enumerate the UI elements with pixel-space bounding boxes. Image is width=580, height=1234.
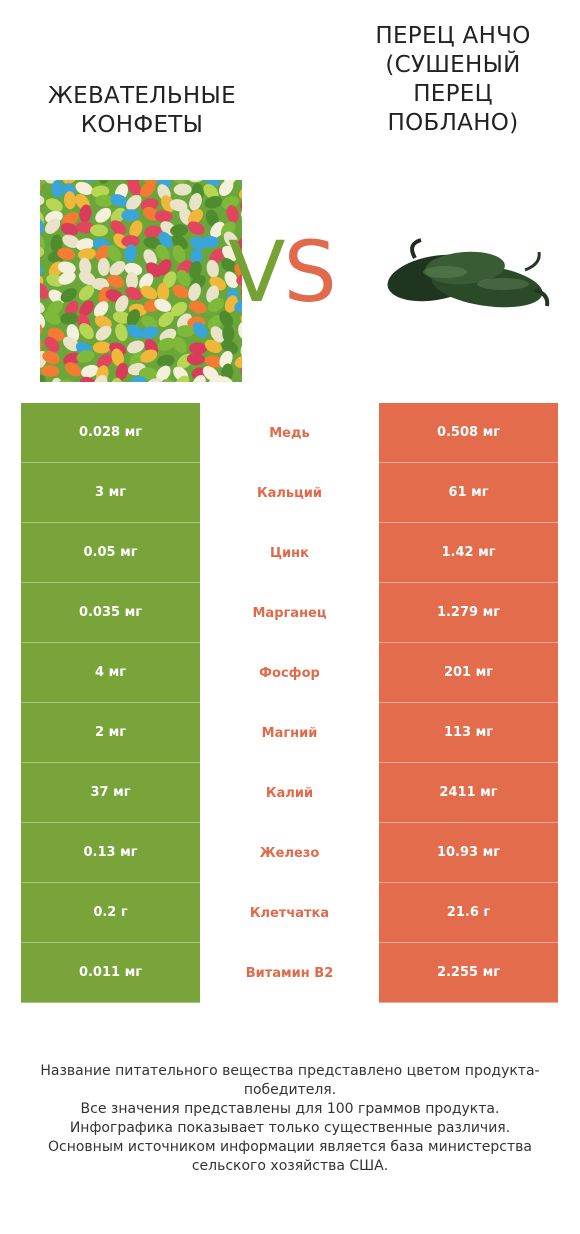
left-value: 0.2 г [21, 883, 200, 943]
jelly-beans-image [40, 180, 242, 382]
left-value: 37 мг [21, 763, 200, 823]
ancho-pepper-image [375, 228, 555, 318]
nutrient-name: Витамин B2 [200, 943, 379, 1003]
left-value: 0.028 мг [21, 403, 200, 463]
left-value: 2 мг [21, 703, 200, 763]
table-row: 0.2 г Клетчатка 21.6 г [21, 883, 558, 943]
footer-notes: Название питательного вещества представл… [20, 1062, 560, 1176]
nutrient-name: Калий [200, 763, 379, 823]
right-value: 201 мг [379, 643, 558, 703]
right-value: 113 мг [379, 703, 558, 763]
table-row: 37 мг Калий 2411 мг [21, 763, 558, 823]
nutrient-name: Клетчатка [200, 883, 379, 943]
right-value: 2411 мг [379, 763, 558, 823]
table-row: 0.035 мг Марганец 1.279 мг [21, 583, 558, 643]
table-row: 4 мг Фосфор 201 мг [21, 643, 558, 703]
right-value: 1.279 мг [379, 583, 558, 643]
left-value: 0.011 мг [21, 943, 200, 1003]
table-row: 0.13 мг Железо 10.93 мг [21, 823, 558, 883]
left-value: 0.035 мг [21, 583, 200, 643]
footer-line: Все значения представлены для 100 граммо… [80, 1101, 500, 1117]
nutrient-name: Магний [200, 703, 379, 763]
right-value: 1.42 мг [379, 523, 558, 583]
nutrient-name: Цинк [200, 523, 379, 583]
table-row: 2 мг Магний 113 мг [21, 703, 558, 763]
left-product-title: ЖЕВАТЕЛЬНЫЕ КОНФЕТЫ [48, 83, 236, 138]
footer-line: Основным источником информации является … [48, 1139, 532, 1174]
left-value: 3 мг [21, 463, 200, 523]
left-value: 0.05 мг [21, 523, 200, 583]
footer-line: Название питательного вещества представл… [40, 1063, 540, 1098]
right-value: 61 мг [379, 463, 558, 523]
right-value: 10.93 мг [379, 823, 558, 883]
nutrient-name: Марганец [200, 583, 379, 643]
table-row: 0.011 мг Витамин B2 2.255 мг [21, 943, 558, 1003]
nutrient-name: Медь [200, 403, 379, 463]
right-value: 2.255 мг [379, 943, 558, 1003]
table-row: 3 мг Кальций 61 мг [21, 463, 558, 523]
left-value: 4 мг [21, 643, 200, 703]
nutrient-name: Кальций [200, 463, 379, 523]
left-value: 0.13 мг [21, 823, 200, 883]
nutrient-name: Фосфор [200, 643, 379, 703]
vs-label: VS [228, 223, 337, 321]
nutrient-comparison-table: 0.028 мг Медь 0.508 мг 3 мг Кальций 61 мг 0.05… [21, 403, 558, 1003]
footer-line: Инфографика показывает только существенн… [69, 1120, 511, 1136]
right-value: 21.6 г [379, 883, 558, 943]
nutrient-name: Железо [200, 823, 379, 883]
right-value: 0.508 мг [379, 403, 558, 463]
table-row: 0.05 мг Цинк 1.42 мг [21, 523, 558, 583]
table-row: 0.028 мг Медь 0.508 мг [21, 403, 558, 463]
right-product-title: ПЕРЕЦ АНЧО (СУШЕНЫЙ ПЕРЕЦ ПОБЛАНО) [375, 23, 531, 136]
